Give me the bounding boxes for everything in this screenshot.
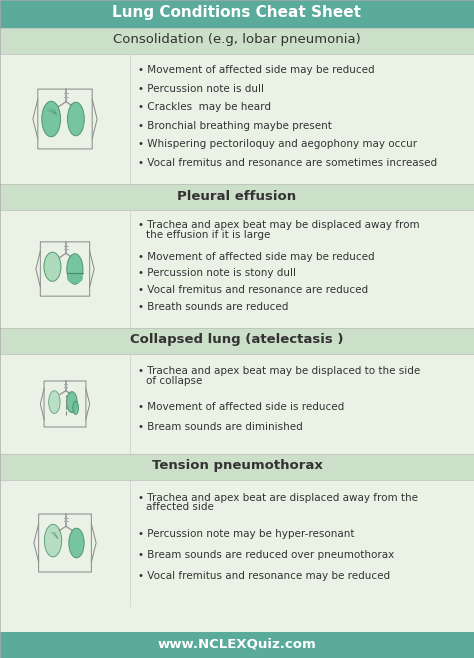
Text: • Percussion note is dull: • Percussion note is dull (138, 84, 264, 93)
Bar (0, 354, 474, 454)
Text: • Bronchial breathing maybe present: • Bronchial breathing maybe present (138, 121, 332, 131)
Bar (0, 28, 474, 54)
Text: • Trachea and apex beat may be displaced to the side: • Trachea and apex beat may be displaced… (138, 366, 420, 376)
Text: • Crackles  may be heard: • Crackles may be heard (138, 102, 271, 113)
Ellipse shape (67, 102, 84, 136)
Bar (0, 454, 474, 480)
Text: • Percussion note may be hyper-resonant: • Percussion note may be hyper-resonant (138, 530, 355, 540)
Text: of collapse: of collapse (146, 376, 202, 386)
Text: • Whispering pectoriloquy and aegophony may occur: • Whispering pectoriloquy and aegophony … (138, 139, 417, 149)
Text: Lung Conditions Cheat Sheet: Lung Conditions Cheat Sheet (112, 5, 362, 20)
Ellipse shape (44, 252, 61, 282)
Text: the effusion if it is large: the effusion if it is large (146, 230, 270, 240)
Text: • Movement of affected side is reduced: • Movement of affected side is reduced (138, 401, 344, 411)
Text: • Bream sounds are diminished: • Bream sounds are diminished (138, 422, 303, 432)
Bar (0, 632, 474, 658)
Text: • Breath sounds are reduced: • Breath sounds are reduced (138, 302, 288, 312)
Text: Tension pneumothorax: Tension pneumothorax (152, 459, 322, 472)
Text: • Percussion note is stony dull: • Percussion note is stony dull (138, 268, 296, 278)
Text: • Movement of affected side may be reduced: • Movement of affected side may be reduc… (138, 65, 374, 75)
Ellipse shape (45, 524, 62, 557)
Text: • Trachea and apex beat may be displaced away from: • Trachea and apex beat may be displaced… (138, 220, 419, 230)
Bar (0, 328, 474, 354)
Text: • Trachea and apex beat are displaced away from the: • Trachea and apex beat are displaced aw… (138, 493, 418, 503)
Bar (0, 210, 474, 328)
Ellipse shape (49, 391, 60, 413)
Text: Consolidation (e.g, lobar pneumonia): Consolidation (e.g, lobar pneumonia) (113, 34, 361, 47)
Ellipse shape (67, 272, 83, 284)
Text: affected side: affected side (146, 502, 214, 512)
Text: Pleural effusion: Pleural effusion (177, 190, 297, 203)
Text: • Vocal fremitus and resonance may be reduced: • Vocal fremitus and resonance may be re… (138, 571, 390, 582)
Text: • Movement of affected side may be reduced: • Movement of affected side may be reduc… (138, 251, 374, 261)
Text: Collapsed lung (atelectasis ): Collapsed lung (atelectasis ) (130, 334, 344, 347)
Ellipse shape (66, 392, 77, 413)
Bar (0, 184, 474, 210)
Bar (0, 480, 474, 606)
Ellipse shape (69, 528, 84, 558)
Ellipse shape (73, 401, 79, 415)
Bar (0, 0, 474, 28)
Text: • Vocal fremitus and resonance are reduced: • Vocal fremitus and resonance are reduc… (138, 285, 368, 295)
Text: www.NCLEXQuiz.com: www.NCLEXQuiz.com (158, 638, 316, 651)
Text: • Vocal fremitus and resonance are sometimes increased: • Vocal fremitus and resonance are somet… (138, 158, 437, 168)
Ellipse shape (42, 101, 61, 137)
Text: • Bream sounds are reduced over pneumothorax: • Bream sounds are reduced over pneumoth… (138, 550, 394, 561)
Bar (0, 54, 474, 184)
Ellipse shape (67, 254, 83, 284)
